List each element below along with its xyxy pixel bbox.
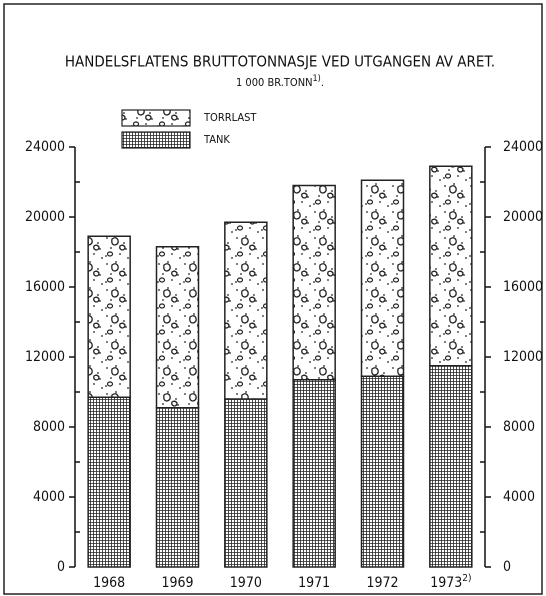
- y-tick-label: 16000: [25, 279, 65, 295]
- bar-segment: [224, 398, 268, 568]
- y2-tick-label: 20000: [503, 209, 543, 225]
- bar-segment: [429, 165, 473, 367]
- category: 1971: [298, 575, 330, 591]
- y-tick-label: 20000: [25, 209, 65, 225]
- x-tick-label: 1972: [366, 575, 398, 591]
- y-tick-label: 12000: [25, 349, 65, 365]
- bar-segment: [360, 375, 405, 568]
- category: 1972: [366, 575, 398, 591]
- legend-label: TANK: [203, 133, 230, 146]
- y2-tick-label: 24000: [503, 139, 543, 155]
- legend-swatch: [121, 131, 191, 149]
- subtitle-note: 1): [313, 74, 321, 84]
- chart-subtitle: 1 000 BR.TONN1).: [236, 74, 324, 90]
- frame: [3, 3, 543, 595]
- bar-segment: [360, 179, 405, 377]
- subtitle-text: 1 000 BR.TONN: [236, 76, 313, 89]
- x-tick-label: 1969: [161, 575, 193, 591]
- y2-tick-label: 0: [503, 559, 511, 575]
- y2-tick-label: 16000: [503, 279, 543, 295]
- y-tick-label: 4000: [33, 489, 65, 505]
- bar-segment: [292, 379, 336, 568]
- y2-tick-label: 4000: [503, 489, 535, 505]
- y-tick-label: 8000: [33, 419, 65, 435]
- subtitle-end: .: [321, 76, 324, 89]
- x-tick-label: 1971: [298, 575, 330, 591]
- legend-label: TORRLAST: [203, 111, 257, 124]
- y2-tick-label: 8000: [503, 419, 535, 435]
- x-tick-label: 1970: [230, 575, 262, 591]
- bar-segment: [155, 246, 200, 409]
- bar-segment: [155, 407, 200, 568]
- x-tick-label: 1968: [93, 575, 125, 591]
- x-tick-label: 19732): [430, 573, 471, 591]
- y-tick-label: 24000: [25, 139, 65, 155]
- bar-segment: [87, 235, 131, 398]
- legend-swatch: [121, 109, 191, 127]
- y-tick-label: 0: [57, 559, 65, 575]
- category: 1969: [161, 575, 193, 591]
- category-note: 2): [462, 573, 471, 584]
- category: 1973: [430, 575, 462, 591]
- bar-segment: [429, 365, 473, 568]
- chart-title: HANDELSFLATENS BRUTTOTONNASJE VED UTGANG…: [65, 53, 495, 71]
- bar-segment: [224, 221, 268, 400]
- bar-segment: [87, 396, 131, 568]
- category: 1968: [93, 575, 125, 591]
- bar-segment: [292, 184, 336, 381]
- category: 1970: [230, 575, 262, 591]
- y2-tick-label: 12000: [503, 349, 543, 365]
